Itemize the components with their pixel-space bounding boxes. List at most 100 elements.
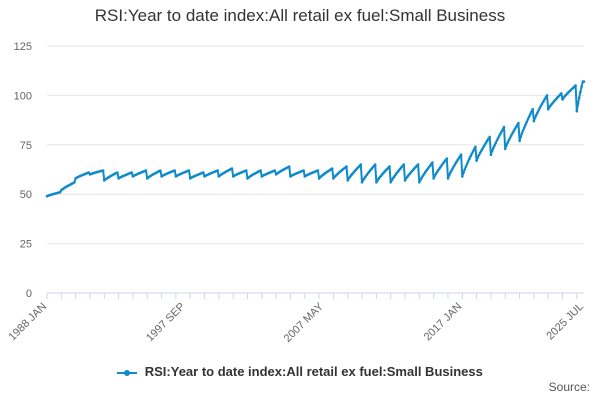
data-point <box>525 120 528 124</box>
series-layer <box>45 80 586 198</box>
source-label: Source: <box>548 380 590 394</box>
data-point <box>452 165 456 168</box>
data-point <box>478 151 482 154</box>
data-point <box>58 190 62 194</box>
data-point <box>471 150 475 153</box>
data-point <box>505 144 508 147</box>
data-point <box>540 102 544 105</box>
data-point <box>514 125 518 129</box>
data-point <box>495 139 499 142</box>
data-point <box>477 153 481 157</box>
data-point <box>489 153 493 156</box>
data-point <box>388 165 391 168</box>
data-point <box>434 172 438 176</box>
axes: 0 25 50 75 100 125 1988 JAN 1997 SEP 2007 MAY 201… <box>6 41 586 345</box>
data-point <box>511 132 514 135</box>
chart-title: RSI:Year to date index:All retail ex fue… <box>94 6 506 25</box>
data-point <box>450 169 453 172</box>
x-tick-label: 1988 JAN <box>6 301 49 344</box>
data-point <box>273 169 277 172</box>
data-point <box>87 171 91 174</box>
data-point <box>532 119 536 123</box>
data-point <box>527 115 531 118</box>
data-point <box>533 116 537 119</box>
data-point <box>259 169 262 172</box>
data-point <box>73 181 76 184</box>
data-point <box>509 134 513 137</box>
data-point <box>475 159 478 162</box>
data-point <box>330 167 334 170</box>
data-point <box>459 153 463 156</box>
data-point <box>521 129 525 132</box>
data-point <box>465 162 469 166</box>
data-point <box>403 179 407 182</box>
data-point <box>483 143 487 146</box>
data-point <box>468 157 471 160</box>
data-point <box>455 160 458 164</box>
series-line <box>46 80 584 198</box>
data-point <box>529 112 532 116</box>
data-point <box>506 141 509 144</box>
y-tick-label: 0 <box>26 288 32 300</box>
data-point <box>575 109 579 113</box>
data-point <box>416 163 420 166</box>
data-point <box>519 135 523 138</box>
data-point <box>464 165 468 168</box>
data-point <box>507 138 511 142</box>
data-point <box>518 139 521 143</box>
data-point <box>462 171 465 174</box>
legend-line-marker-icon <box>117 368 138 378</box>
data-point <box>456 159 459 162</box>
data-point <box>420 176 424 179</box>
data-point <box>130 171 133 174</box>
data-point <box>582 80 586 83</box>
data-point <box>419 178 422 182</box>
data-point <box>539 104 543 107</box>
data-point <box>535 113 538 117</box>
data-point <box>544 96 548 99</box>
data-point <box>245 169 248 172</box>
data-point <box>316 169 320 172</box>
data-point <box>449 171 452 175</box>
data-point <box>469 154 472 158</box>
data-point <box>481 147 484 150</box>
legend-label: RSI:Year to date index:All retail ex fue… <box>144 364 483 379</box>
data-point <box>216 169 219 172</box>
data-point <box>432 177 435 180</box>
grid-lines <box>47 45 584 245</box>
data-point <box>418 181 421 184</box>
data-point <box>530 110 533 113</box>
data-point <box>517 121 520 125</box>
data-point <box>447 174 451 177</box>
x-tick-label: 2025 JUL <box>544 301 586 343</box>
data-point <box>461 175 464 178</box>
data-point <box>346 179 350 182</box>
data-point <box>470 152 474 156</box>
legend[interactable]: RSI:Year to date index:All retail ex fue… <box>0 364 600 379</box>
data-point <box>457 157 461 160</box>
data-point <box>513 127 517 131</box>
data-point <box>144 169 148 172</box>
data-point <box>389 181 393 184</box>
data-point <box>230 167 234 170</box>
data-point <box>302 169 305 172</box>
data-point <box>431 161 434 164</box>
data-point <box>560 92 563 95</box>
data-point <box>515 123 519 127</box>
data-point <box>503 147 507 151</box>
data-point <box>494 141 498 145</box>
data-point <box>520 132 524 135</box>
data-point <box>488 135 492 139</box>
data-point <box>480 149 483 152</box>
data-point <box>508 136 512 140</box>
data-point <box>287 165 291 168</box>
data-point <box>577 96 581 99</box>
data-point <box>545 94 549 97</box>
data-point <box>360 181 364 184</box>
data-point <box>542 100 545 103</box>
y-tick-label: 125 <box>14 41 32 53</box>
data-point <box>512 130 515 133</box>
y-tick-label: 25 <box>20 239 32 251</box>
x-tick-label: 2017 JAN <box>422 301 465 344</box>
